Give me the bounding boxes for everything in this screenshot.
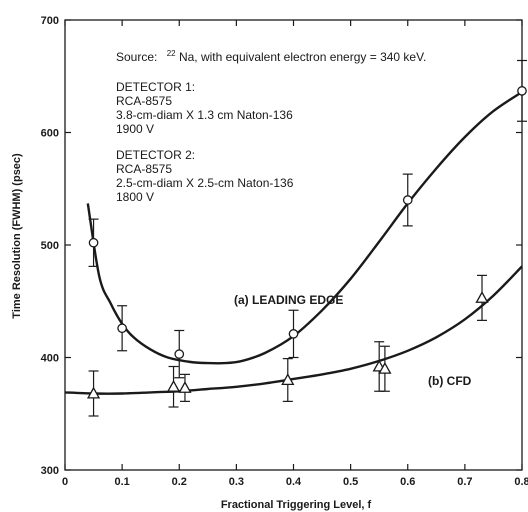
detector-2-voltage: 1800 V xyxy=(116,190,154,204)
cfd-point xyxy=(86,386,101,399)
y-tick-label: 400 xyxy=(41,353,59,365)
detector-2-notes: DETECTOR 2: RCA-8575 2.5-cm-diam X 2.5-c… xyxy=(116,148,294,204)
y-tick-label: 300 xyxy=(41,465,59,477)
tick-labels: 0 0.1 0.2 0.3 0.4 0.5 0.6 0.7 0.8 300 400 500 600 700 xyxy=(41,15,528,488)
series-label-leading-edge: (a) LEADING EDGE xyxy=(234,293,343,307)
cfd-curve xyxy=(64,265,523,395)
detector-1-scintillator: 3.8-cm-diam X 1.3 cm Naton-136 xyxy=(116,108,293,122)
data-points xyxy=(86,59,527,417)
x-tick-label: 0.7 xyxy=(457,476,472,488)
x-tick-label: 0.6 xyxy=(400,476,415,488)
leading-edge-point xyxy=(117,323,127,334)
source-prefix: Source: xyxy=(116,50,157,64)
leading-edge-point xyxy=(288,329,299,339)
cfd-point xyxy=(475,291,489,303)
cfd-point xyxy=(178,381,192,393)
detector-2-tube: RCA-8575 xyxy=(116,162,172,176)
y-tick-label: 700 xyxy=(41,15,59,27)
leading-edge-point xyxy=(88,237,99,248)
x-tick-label: 0.1 xyxy=(114,476,129,488)
x-axis-title: Fractional Triggering Level, f xyxy=(221,499,372,511)
detector-1-voltage: 1900 V xyxy=(116,122,154,136)
y-tick-label: 500 xyxy=(41,240,59,252)
leading-edge-point xyxy=(174,349,185,359)
cfd-point xyxy=(378,361,392,374)
series-label-cfd: (b) CFD xyxy=(428,374,472,388)
detector-1-heading: DETECTOR 1: xyxy=(116,80,195,94)
source-description: Na, with equivalent electron energy = 34… xyxy=(179,50,426,64)
cfd-point xyxy=(166,379,181,392)
x-tick-label: 0 xyxy=(62,476,68,488)
source-isotope-mass: 22 xyxy=(167,49,176,58)
detector-1-tube: RCA-8575 xyxy=(116,94,172,108)
x-tick-label: 0.4 xyxy=(286,476,302,488)
x-tick-label: 0.2 xyxy=(172,476,187,488)
cfd-point xyxy=(281,373,295,386)
detector-2-heading: DETECTOR 2: xyxy=(116,148,195,162)
detector-1-notes: DETECTOR 1: RCA-8575 3.8-cm-diam X 1.3 c… xyxy=(116,80,293,136)
x-tick-label: 0.5 xyxy=(343,476,358,488)
x-tick-label: 0.8 xyxy=(514,476,528,488)
source-note: Source: 22 Na, with equivalent electron … xyxy=(116,45,426,64)
leading-edge-point xyxy=(517,86,527,96)
y-axis-title: Time Resolution (FWHM) (psec) xyxy=(11,153,23,319)
axes-frame xyxy=(64,19,523,471)
x-tick-label: 0.3 xyxy=(229,476,244,488)
detector-2-scintillator: 2.5-cm-diam X 2.5-cm Naton-136 xyxy=(116,176,294,190)
y-tick-label: 600 xyxy=(41,128,59,140)
leading-edge-point xyxy=(402,195,413,205)
